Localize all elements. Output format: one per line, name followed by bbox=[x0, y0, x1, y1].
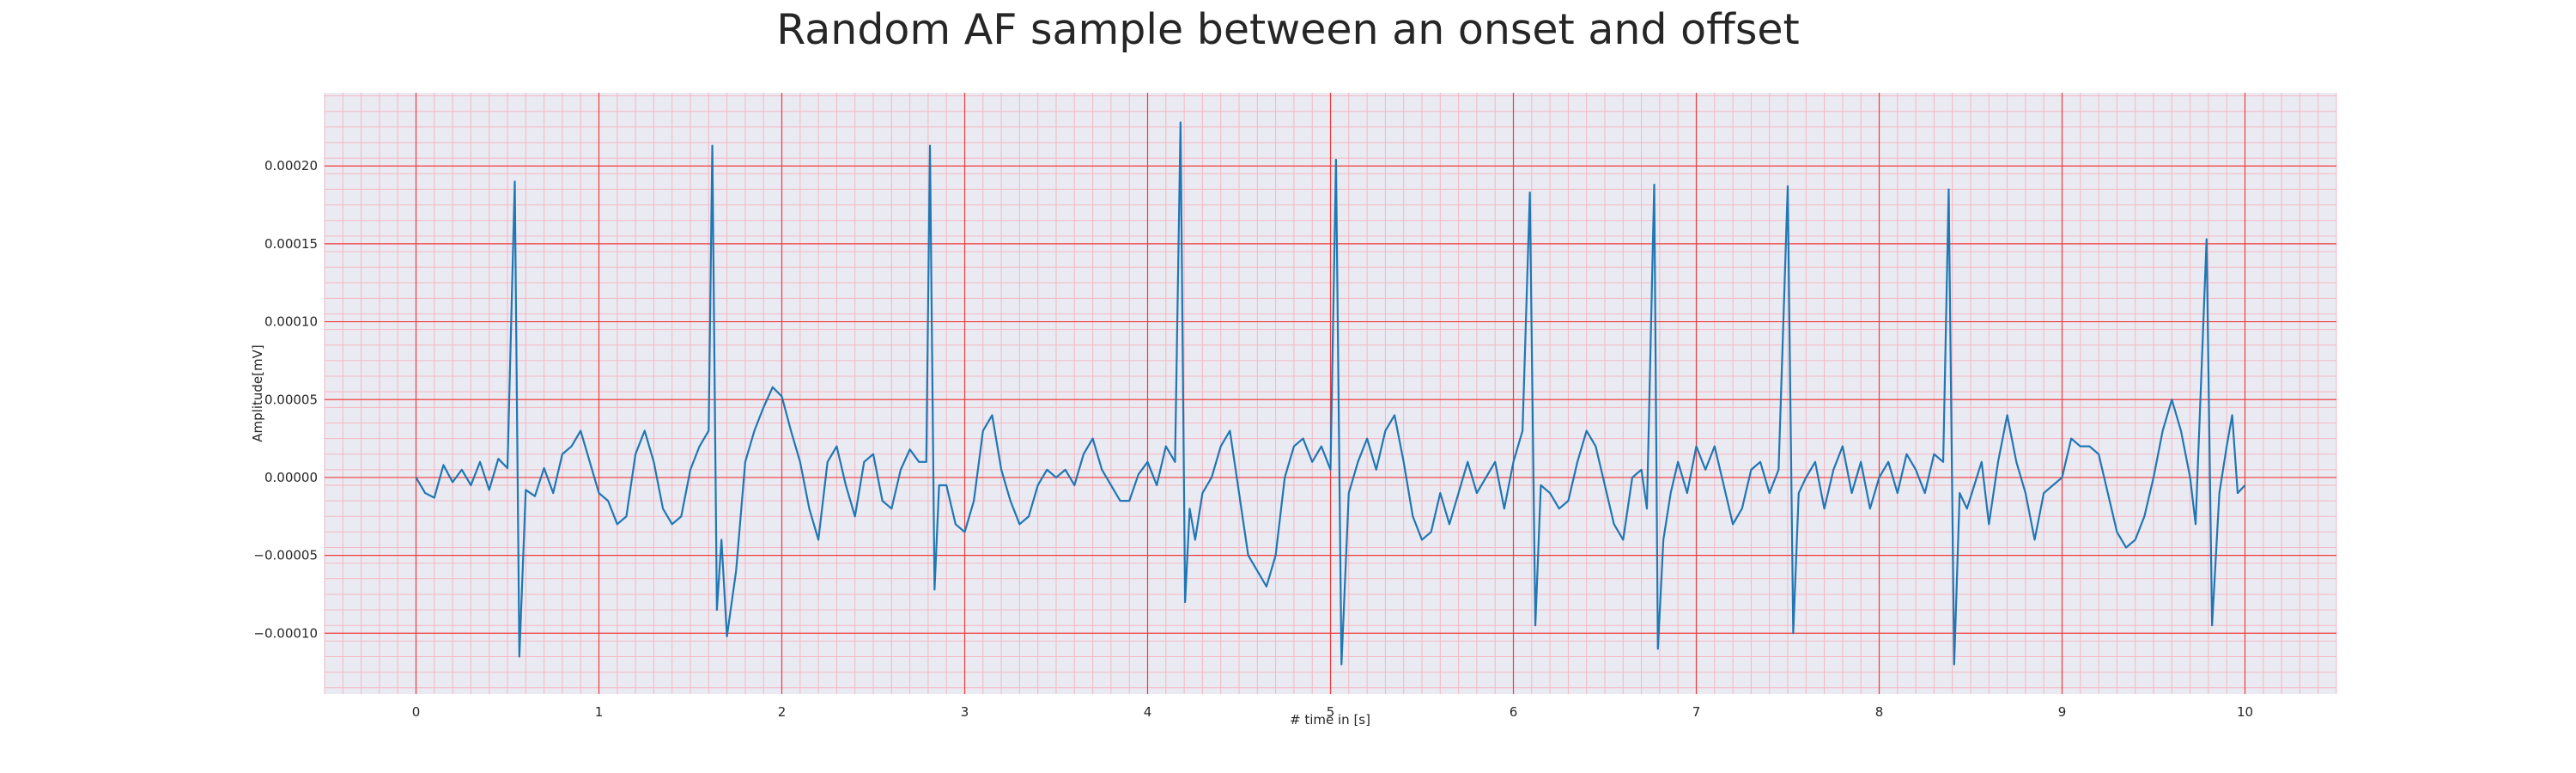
y-tick-label: 0.00015 bbox=[264, 236, 318, 252]
y-tick-label: 0.00020 bbox=[264, 158, 318, 173]
series-layer bbox=[415, 121, 2246, 666]
x-axis-label: # time in [s] bbox=[1290, 712, 1370, 727]
y-axis-label: Amplitude[mV] bbox=[250, 344, 265, 441]
x-tick-label: 3 bbox=[961, 704, 969, 720]
y-tick-label: −0.00005 bbox=[253, 548, 318, 563]
x-tick-label: 6 bbox=[1510, 704, 1518, 720]
y-tick-label: 0.00000 bbox=[264, 470, 318, 485]
x-tick-label: 0 bbox=[412, 704, 421, 720]
y-tick-labels: −0.00010 −0.00005 0.00000 0.00005 0.00010 0.0… bbox=[253, 158, 318, 641]
x-tick-labels: 0 1 2 3 4 5 6 7 8 9 10 bbox=[412, 704, 2253, 720]
chart-title: Random AF sample between an onset and of… bbox=[776, 5, 1800, 54]
y-tick-label: 0.00005 bbox=[264, 392, 318, 407]
x-tick-label: 9 bbox=[2058, 704, 2067, 720]
x-tick-label: 5 bbox=[1327, 704, 1335, 720]
x-tick-label: 7 bbox=[1692, 704, 1701, 720]
x-tick-label: 8 bbox=[1875, 704, 1884, 720]
major-grid bbox=[325, 93, 2336, 694]
series-line-0 bbox=[415, 121, 2246, 666]
x-tick-label: 1 bbox=[595, 704, 604, 720]
x-tick-label: 2 bbox=[778, 704, 787, 720]
x-tick-label: 4 bbox=[1144, 704, 1152, 720]
y-tick-label: −0.00010 bbox=[253, 625, 318, 641]
y-tick-label: 0.00010 bbox=[264, 314, 318, 330]
x-tick-label: 10 bbox=[2237, 704, 2253, 720]
